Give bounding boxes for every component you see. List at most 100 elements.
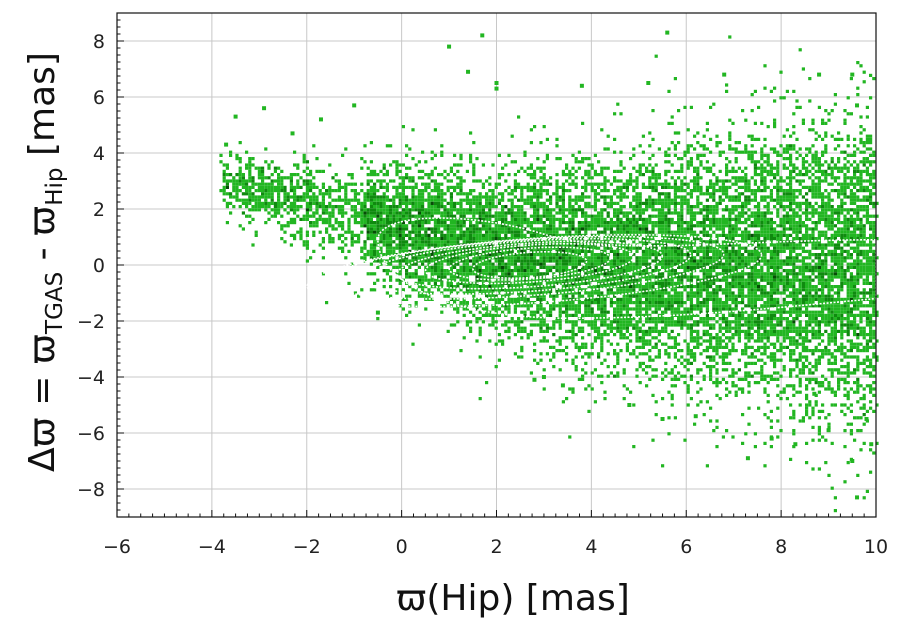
data-point — [709, 195, 713, 199]
data-point — [600, 221, 604, 225]
data-point — [443, 240, 447, 244]
data-point — [245, 214, 249, 218]
data-point — [533, 214, 537, 218]
data-point — [430, 265, 434, 269]
data-point — [821, 169, 825, 173]
data-point — [821, 291, 825, 295]
data-point — [705, 269, 709, 273]
data-point — [805, 323, 809, 327]
data-point — [776, 201, 780, 205]
data-point — [741, 301, 745, 305]
data-point — [677, 259, 681, 263]
data-point — [792, 288, 796, 292]
data-point — [661, 217, 665, 221]
data-point — [702, 323, 706, 327]
data-point — [827, 272, 831, 276]
data-point — [651, 304, 655, 308]
data-point — [859, 240, 863, 244]
data-point — [568, 208, 572, 212]
data-point — [510, 211, 514, 215]
data-point — [600, 297, 604, 301]
data-point — [312, 198, 316, 202]
data-point — [395, 237, 399, 241]
data-point — [539, 256, 543, 260]
data-point — [613, 256, 617, 260]
data-point — [632, 240, 636, 244]
data-point — [782, 243, 786, 247]
data-point — [849, 387, 853, 391]
data-point — [449, 265, 453, 269]
data-point — [491, 163, 495, 167]
data-point — [670, 259, 674, 263]
data-point — [561, 217, 565, 221]
data-point — [513, 237, 517, 241]
data-point — [401, 201, 405, 205]
data-point — [526, 262, 530, 266]
data-point — [261, 205, 265, 209]
data-point — [619, 192, 623, 196]
data-point — [673, 205, 677, 209]
data-point — [254, 201, 258, 205]
data-point — [488, 256, 492, 260]
data-point — [750, 297, 754, 301]
data-point — [763, 441, 767, 445]
data-point — [789, 224, 793, 228]
data-point — [721, 230, 725, 234]
data-point — [264, 198, 268, 202]
data-point — [552, 297, 556, 301]
data-point — [811, 371, 815, 375]
data-point — [507, 227, 511, 231]
data-point — [641, 294, 645, 298]
data-point — [872, 291, 876, 295]
data-point — [683, 301, 687, 305]
data-point — [481, 195, 485, 199]
data-point — [673, 131, 677, 135]
data-point — [673, 320, 677, 324]
data-point — [571, 291, 575, 295]
data-point — [389, 240, 393, 244]
data-point — [398, 198, 402, 202]
data-point — [817, 349, 821, 353]
data-point — [801, 265, 805, 269]
data-point — [558, 205, 562, 209]
data-point — [760, 182, 764, 186]
data-point — [808, 304, 812, 308]
data-point — [648, 355, 652, 359]
data-point — [334, 189, 338, 193]
data-point — [744, 189, 748, 193]
data-point — [859, 137, 863, 141]
data-point — [664, 291, 668, 295]
data-point — [686, 166, 690, 170]
data-point — [654, 400, 658, 404]
data-point — [686, 384, 690, 388]
data-point — [830, 374, 834, 378]
data-point — [670, 275, 674, 279]
data-point — [600, 336, 604, 340]
data-point — [792, 358, 796, 362]
data-point — [843, 157, 847, 161]
data-point — [782, 291, 786, 295]
data-point — [808, 237, 812, 241]
data-point — [424, 243, 428, 247]
data-point — [638, 336, 642, 340]
data-point — [776, 208, 780, 212]
data-point — [677, 377, 681, 381]
data-point — [683, 323, 687, 327]
data-point — [622, 285, 626, 289]
data-point — [238, 157, 242, 161]
data-point — [379, 240, 383, 244]
data-point — [865, 259, 869, 263]
data-point — [264, 189, 268, 193]
data-point — [552, 253, 556, 257]
data-point — [459, 233, 463, 237]
data-point — [808, 329, 812, 333]
data-point — [789, 233, 793, 237]
data-point — [411, 227, 415, 231]
data-point — [369, 185, 373, 189]
data-point — [648, 157, 652, 161]
data-point — [574, 259, 578, 263]
data-point — [225, 182, 229, 186]
data-point — [773, 272, 777, 276]
data-point — [846, 294, 850, 298]
data-point — [389, 208, 393, 212]
